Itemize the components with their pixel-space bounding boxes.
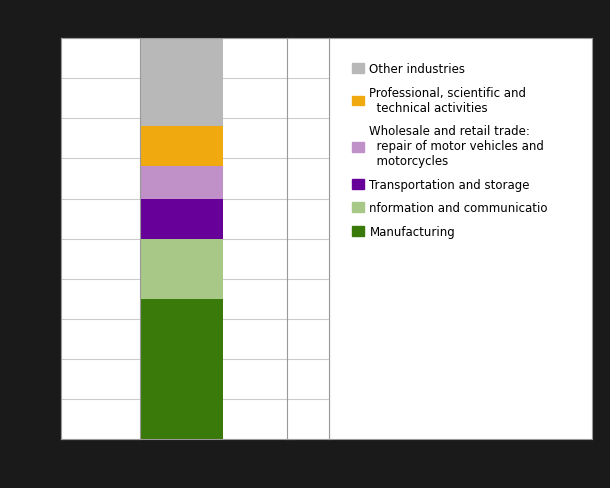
Bar — [131, 39, 223, 127]
Bar — [131, 239, 223, 299]
Bar — [131, 199, 223, 239]
Bar — [131, 299, 223, 439]
Bar — [131, 127, 223, 167]
Bar — [131, 167, 223, 199]
Legend: Other industries, Professional, scientific and
  technical activities, Wholesale: Other industries, Professional, scientif… — [346, 57, 554, 244]
